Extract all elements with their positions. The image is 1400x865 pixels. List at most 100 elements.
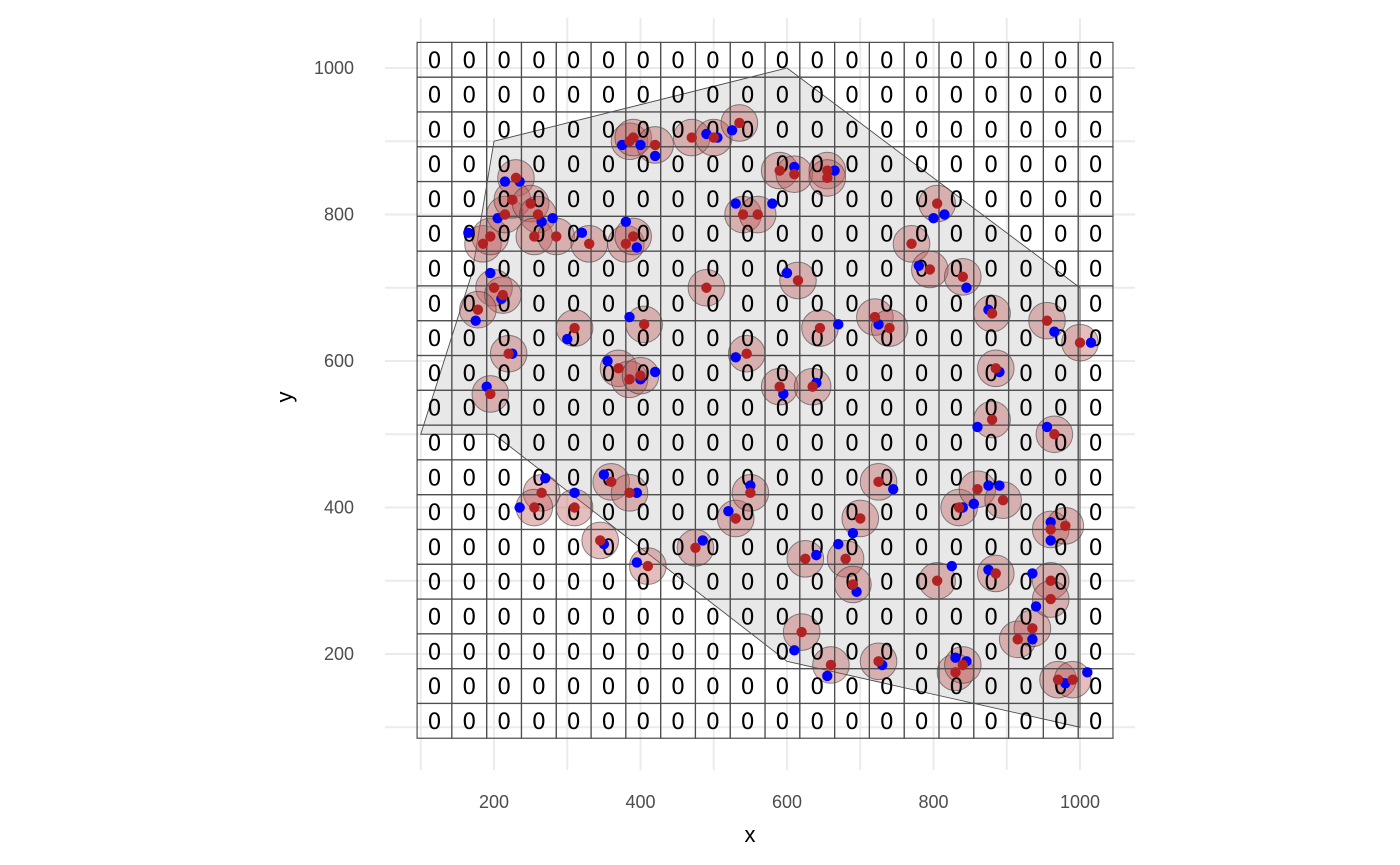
grid-cell <box>1077 702 1114 739</box>
cell-count-label: 0 <box>462 536 476 561</box>
cell-count-label: 0 <box>636 710 650 735</box>
cell-count-label: 0 <box>497 501 511 526</box>
cell-count-label: 0 <box>984 223 998 248</box>
cell-count-label: 0 <box>845 397 859 422</box>
blue-point <box>485 267 496 279</box>
cell-count-label: 0 <box>984 501 998 526</box>
red-point <box>708 132 719 143</box>
cell-count-label: 0 <box>462 84 476 109</box>
cell-count-label: 0 <box>671 466 685 491</box>
cell-count-label: 0 <box>671 118 685 143</box>
cell-count-label: 0 <box>949 675 963 700</box>
red-point <box>800 553 811 564</box>
cell-count-label: 0 <box>1089 571 1103 596</box>
y-tick-label: 600 <box>324 351 354 371</box>
cell-count-label: 0 <box>462 153 476 178</box>
blue-point <box>961 282 972 293</box>
blue-point <box>631 557 643 568</box>
cell-count-label: 0 <box>671 710 685 735</box>
blue-point <box>602 355 613 367</box>
cell-count-label: 0 <box>671 223 685 248</box>
cell-count-label: 0 <box>497 571 511 596</box>
cell-count-label: 0 <box>671 292 685 317</box>
red-point <box>840 553 851 564</box>
cell-count-label: 0 <box>532 605 546 630</box>
cell-count-label: 0 <box>984 536 998 561</box>
cell-count-label: 0 <box>427 118 441 143</box>
cell-count-label: 0 <box>775 536 789 561</box>
cell-count-label: 0 <box>636 571 650 596</box>
red-point <box>957 659 968 671</box>
red-point <box>950 667 961 678</box>
cell-count-label: 0 <box>567 362 581 387</box>
cell-count-label: 0 <box>427 640 441 665</box>
blue-point <box>730 352 741 363</box>
red-point <box>741 348 752 359</box>
cell-count-label: 0 <box>497 327 511 352</box>
cell-count-label: 0 <box>427 84 441 109</box>
y-tick-label: 400 <box>324 498 354 518</box>
cell-count-label: 0 <box>567 49 581 74</box>
cell-count-label: 0 <box>741 536 755 561</box>
blue-point <box>928 212 939 224</box>
cell-count-label: 0 <box>567 710 581 735</box>
cell-count-label: 0 <box>880 153 894 178</box>
cell-count-label: 0 <box>671 327 685 352</box>
blue-point <box>470 315 481 326</box>
blue-point <box>499 176 511 187</box>
cell-count-label: 0 <box>671 501 685 526</box>
cell-count-label: 0 <box>915 223 929 248</box>
cell-count-label: 0 <box>706 292 720 317</box>
cell-count-label: 0 <box>427 362 441 387</box>
cell-count-label: 0 <box>671 571 685 596</box>
cell-count-label: 0 <box>497 118 511 143</box>
red-point <box>745 487 756 499</box>
cell-count-label: 0 <box>949 327 963 352</box>
red-point <box>638 319 650 330</box>
cell-count-label: 0 <box>497 188 511 213</box>
blue-point <box>1030 601 1042 612</box>
cell-count-label: 0 <box>601 501 615 526</box>
blue-point <box>697 535 708 546</box>
cell-count-label: 0 <box>567 153 581 178</box>
x-axis-title: x <box>745 822 756 847</box>
cell-count-label: 0 <box>601 605 615 630</box>
cell-count-label: 0 <box>462 675 476 700</box>
cell-count-label: 0 <box>706 258 720 283</box>
cell-count-label: 0 <box>775 605 789 630</box>
red-point <box>825 659 837 671</box>
cell-count-label: 0 <box>1089 118 1103 143</box>
cell-count-label: 0 <box>984 188 998 213</box>
cell-count-label: 0 <box>949 362 963 387</box>
cell-count-label: 0 <box>601 292 615 317</box>
red-point <box>957 271 968 282</box>
cell-count-label: 0 <box>1089 431 1103 456</box>
cell-count-label: 0 <box>880 118 894 143</box>
red-point <box>477 238 489 249</box>
cell-count-label: 0 <box>601 640 615 665</box>
cell-count-label: 0 <box>984 258 998 283</box>
red-point <box>873 476 884 488</box>
cell-count-label: 0 <box>915 501 929 526</box>
cell-count-label: 0 <box>1054 571 1068 596</box>
cell-count-label: 0 <box>845 640 859 665</box>
cell-count-label: 0 <box>427 49 441 74</box>
cell-count-label: 0 <box>427 258 441 283</box>
cell-count-label: 0 <box>636 292 650 317</box>
blue-point <box>726 125 738 136</box>
cell-count-label: 0 <box>1089 188 1103 213</box>
red-point <box>507 194 518 206</box>
blue-point <box>767 198 778 209</box>
red-point <box>792 275 804 286</box>
cell-count-label: 0 <box>880 188 894 213</box>
cell-count-label: 0 <box>880 397 894 422</box>
cell-count-label: 0 <box>1054 118 1068 143</box>
red-point <box>1074 337 1086 348</box>
cell-count-label: 0 <box>775 501 789 526</box>
cell-count-label: 0 <box>810 605 824 630</box>
cell-count-label: 0 <box>567 605 581 630</box>
red-point <box>953 502 965 513</box>
cell-count-label: 0 <box>1054 536 1068 561</box>
red-point <box>551 231 562 242</box>
cell-count-label: 0 <box>1089 501 1103 526</box>
